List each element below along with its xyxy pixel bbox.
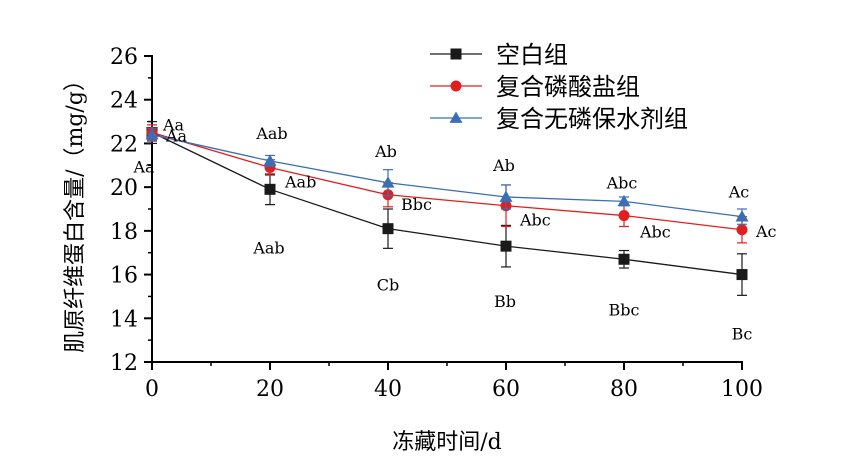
significance-label: Abc (519, 211, 551, 230)
data-point (736, 269, 748, 281)
significance-label: Ac (728, 183, 750, 202)
data-point (618, 253, 630, 265)
data-point (735, 210, 749, 222)
significance-label: Bb (494, 292, 516, 311)
legend-marker (449, 111, 463, 123)
significance-label: Abc (606, 173, 638, 192)
data-point (145, 128, 159, 140)
significance-label: Aa (162, 116, 185, 135)
significance-label: Ac (755, 222, 777, 241)
data-point (500, 240, 512, 252)
x-axis-title: 冻藏时间/d (392, 430, 502, 455)
y-tick-label: 12 (110, 351, 138, 376)
significance-label: Abc (639, 223, 671, 242)
series-triangle (145, 127, 749, 225)
series-square (146, 120, 748, 296)
legend-label: 复合无磷保水剂组 (496, 105, 688, 133)
data-point (381, 176, 395, 188)
data-point (618, 210, 630, 222)
data-point (736, 224, 748, 236)
y-tick-label: 20 (110, 176, 138, 201)
series-line (151, 131, 743, 276)
series-line (151, 134, 743, 218)
y-axis-title: 肌原纤维蛋白含量/（mg/g） (63, 69, 88, 353)
axes: 0 20 40 60 80 100 12 14 16 18 20 22 24 26 (110, 45, 763, 402)
y-tick-label: 14 (110, 307, 138, 332)
data-point (617, 194, 631, 207)
data-point (499, 190, 513, 202)
significance-label: Aab (284, 172, 316, 191)
legend-marker (450, 48, 462, 60)
significance-label: Ab (374, 142, 397, 161)
significance-label: Ab (492, 156, 515, 175)
data-point (263, 154, 277, 166)
legend-label: 空白组 (496, 41, 568, 69)
x-tick-label: 100 (721, 377, 763, 402)
y-tick-label: 16 (110, 264, 138, 289)
data-point (382, 223, 394, 235)
significance-label: Bc (732, 325, 753, 344)
y-tick-label: 24 (110, 89, 138, 114)
legend-marker (450, 80, 462, 92)
significance-label: Aa (132, 158, 155, 177)
significance-label: Aab (255, 124, 287, 143)
significance-label: Bbc (609, 300, 640, 319)
legend-label: 复合磷酸盐组 (496, 73, 640, 101)
y-tick-label: 22 (110, 132, 138, 157)
y-tick-label: 26 (110, 45, 138, 70)
x-tick-label: 0 (145, 377, 159, 402)
significance-label: Bbc (401, 195, 432, 214)
series-layer (145, 120, 749, 296)
x-tick-label: 40 (374, 377, 402, 402)
significance-label: Cb (377, 276, 399, 295)
significance-label: Aab (252, 238, 284, 257)
x-tick-label: 60 (492, 377, 520, 402)
x-tick-label: 20 (256, 377, 284, 402)
y-tick-label: 18 (110, 220, 138, 245)
x-tick-label: 80 (610, 377, 638, 402)
significance-label: Aa (165, 127, 188, 146)
data-point (264, 183, 276, 195)
significance-labels: Aa Aab Cb Bb Bbc Bc Aa Aab Bbc Abc Abc Ac Aa Aab Ab Ab A… (132, 116, 776, 344)
series-line (151, 131, 743, 231)
